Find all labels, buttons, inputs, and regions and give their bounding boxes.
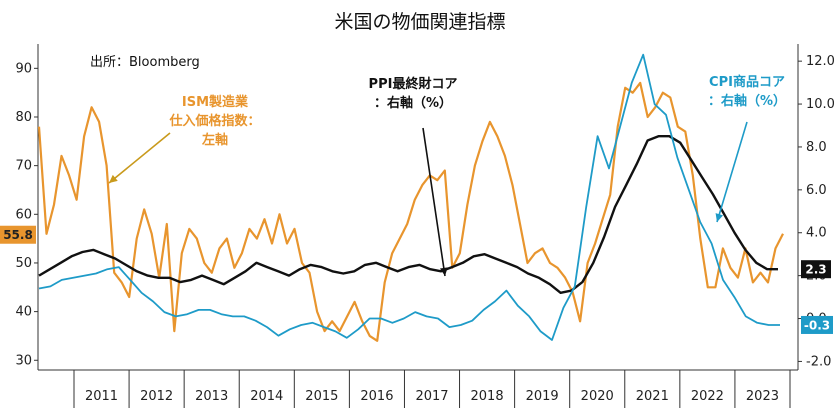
year-label: 2021 <box>636 389 669 404</box>
year-label: 2022 <box>691 389 724 404</box>
cpi-last-value-box <box>801 315 833 334</box>
right-tick-label: 12.0 <box>806 54 835 69</box>
year-label: 2014 <box>250 389 283 404</box>
left-axis: 30 40 50 60 70 80 90 <box>15 61 38 368</box>
left-tick-label: 50 <box>15 256 32 271</box>
cpi-last-value: -0.3 <box>804 318 830 332</box>
left-tick-label: 70 <box>15 159 32 174</box>
right-tick-label: 6.0 <box>806 183 827 198</box>
x-axis: 2011 2012 2013 2014 2015 2016 2017 2018 2019 2020… <box>73 370 791 408</box>
ism-annotation: ISM製造業仕入価格指数：左軸 <box>168 94 260 148</box>
right-tick-label: 10.0 <box>806 97 835 112</box>
annotations: ISM製造業仕入価格指数：左軸 PPI最終財コア：右軸（%） CPI商品コア：右軸（… <box>108 74 786 277</box>
year-label: 2017 <box>415 389 448 404</box>
chart-title: 米国の物価関連指標 <box>334 11 505 33</box>
ppi-arrow-head <box>439 267 448 276</box>
year-label: 2020 <box>581 389 614 404</box>
ppi-annotation: PPI最終財コア：右軸（%） <box>369 76 458 111</box>
source-note: 出所：Bloomberg <box>90 55 200 70</box>
ppi-last-value-box <box>801 260 831 279</box>
left-tick-label: 90 <box>15 61 32 76</box>
ism-last-value-box <box>0 225 36 244</box>
right-tick-label: 8.0 <box>806 140 827 155</box>
year-label: 2011 <box>85 389 118 404</box>
right-tick-label: 4.0 <box>806 226 827 241</box>
left-tick-label: 80 <box>15 110 32 125</box>
left-tick-label: 40 <box>15 305 32 320</box>
cpi-series-line <box>38 53 780 341</box>
ism-series-line <box>37 81 784 342</box>
year-label: 2016 <box>360 389 393 404</box>
plot-frame <box>37 44 799 371</box>
cpi-annotation: CPI商品コア：右軸（%） <box>708 74 786 109</box>
year-label: 2018 <box>471 389 504 404</box>
year-label: 2023 <box>746 389 779 404</box>
ppi-arrow <box>422 127 446 277</box>
year-label: 2015 <box>305 389 338 404</box>
left-tick-label: 60 <box>15 207 32 222</box>
end-value-badges: 55.8 2.3 -0.3 <box>0 225 833 334</box>
left-tick-label: 30 <box>15 353 32 368</box>
cpi-arrow-head <box>715 213 724 222</box>
cpi-arrow <box>716 121 748 223</box>
ppi-series-line <box>38 134 778 294</box>
ism-arrow-head <box>109 174 118 183</box>
year-label: 2019 <box>526 389 559 404</box>
ism-arrow <box>108 132 171 184</box>
series-group <box>37 53 784 342</box>
ism-last-value: 55.8 <box>3 228 33 242</box>
year-label: 2012 <box>140 389 173 404</box>
ppi-last-value: 2.3 <box>805 263 826 277</box>
right-tick-label: -2.0 <box>806 354 831 369</box>
year-label: 2013 <box>195 389 228 404</box>
